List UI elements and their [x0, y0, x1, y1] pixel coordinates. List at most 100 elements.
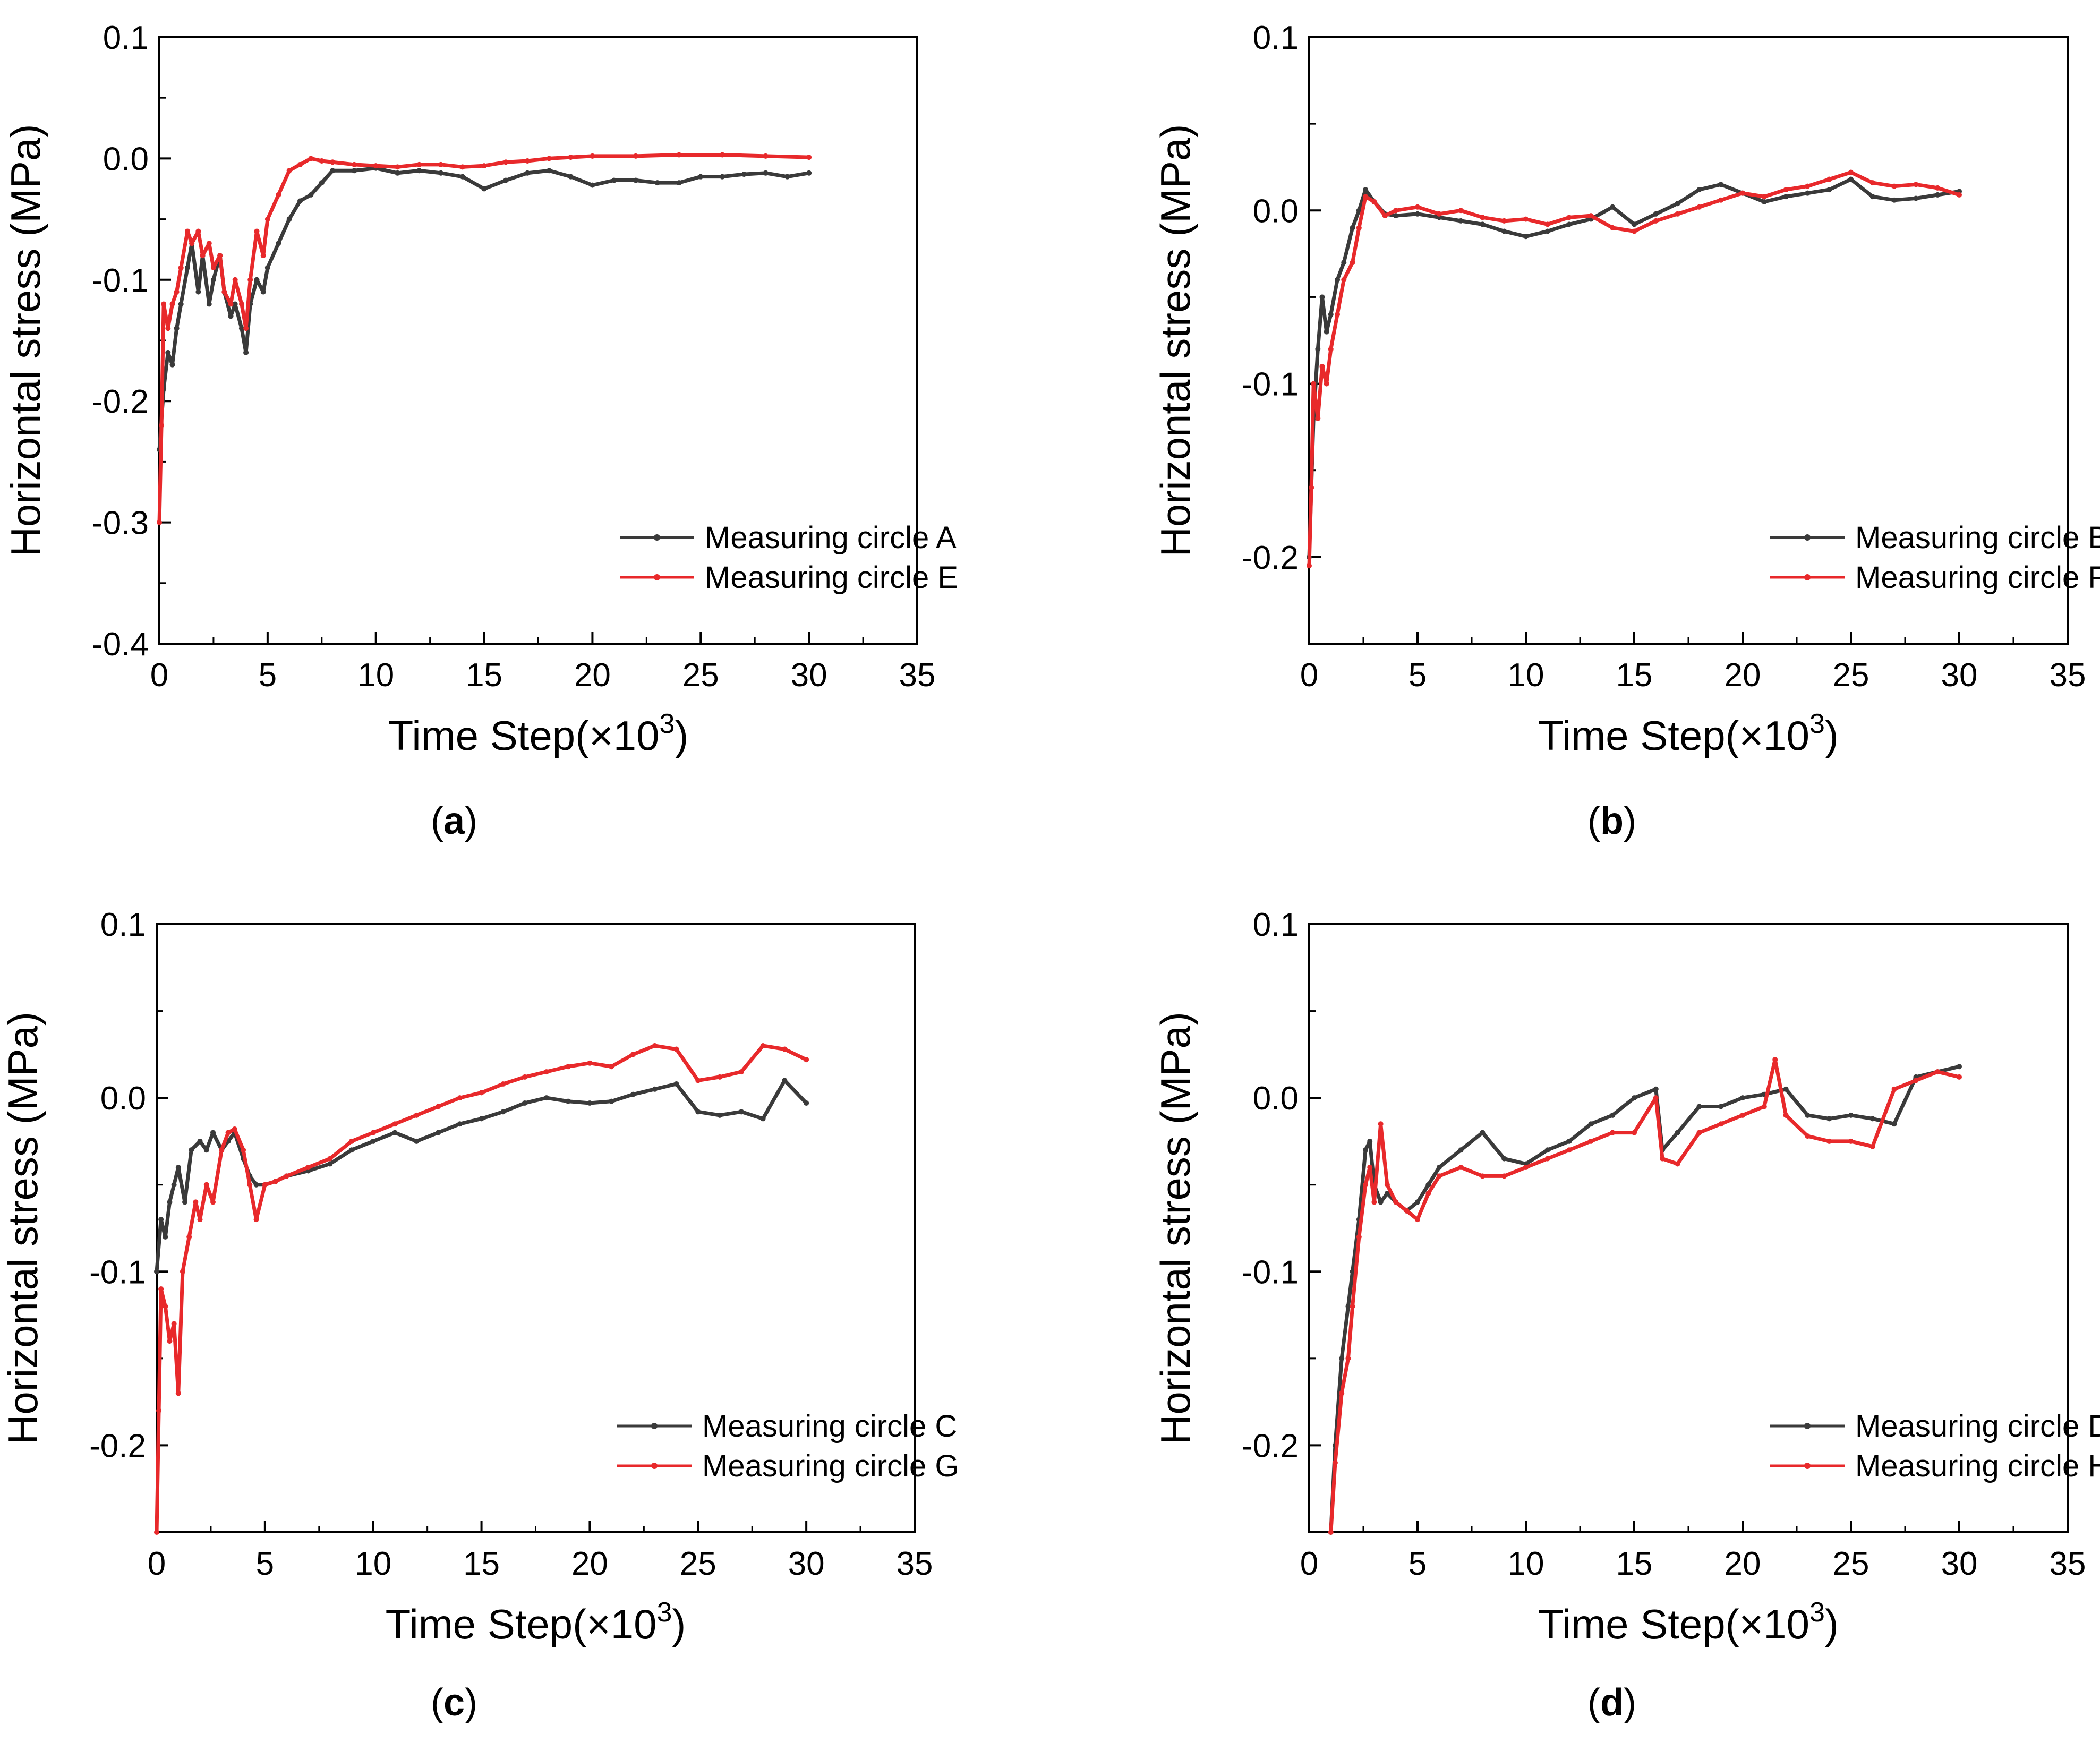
x-tick-label: 20: [1725, 657, 1761, 694]
data-point: [1869, 1143, 1875, 1149]
data-point: [348, 1147, 354, 1153]
data-point: [395, 170, 400, 176]
x-tick-label: 35: [2050, 1545, 2086, 1582]
x-tick-label: 20: [571, 1545, 608, 1582]
data-point: [479, 1116, 484, 1122]
data-point: [264, 264, 270, 270]
data-point: [1957, 192, 1962, 198]
data-point: [609, 1098, 614, 1104]
data-point: [276, 241, 281, 246]
data-point: [1826, 176, 1832, 182]
legend-marker: [1804, 1463, 1811, 1469]
data-point: [182, 1199, 188, 1205]
data-point: [1523, 234, 1529, 240]
data-point: [1761, 199, 1767, 204]
data-point: [633, 177, 638, 183]
data-point: [459, 164, 465, 170]
data-point: [1341, 277, 1347, 283]
x-tick-label: 35: [899, 657, 936, 694]
data-point: [330, 168, 336, 174]
data-point: [1523, 1165, 1529, 1170]
data-point: [1339, 1355, 1345, 1361]
data-point: [1363, 1147, 1369, 1153]
data-point: [319, 158, 325, 164]
data-point: [1653, 218, 1659, 224]
data-point: [1957, 1064, 1962, 1070]
data-point: [392, 1121, 398, 1127]
data-point: [414, 1112, 420, 1118]
y-tick-label: 0.1: [103, 20, 149, 56]
data-point: [232, 1126, 237, 1132]
data-point: [1393, 208, 1399, 214]
legend-marker: [1804, 1423, 1811, 1429]
data-point: [1913, 182, 1919, 187]
data-point: [568, 155, 574, 160]
data-point: [1675, 201, 1680, 207]
legend-marker: [1804, 574, 1811, 580]
data-point: [1501, 228, 1507, 234]
data-point: [1891, 1121, 1897, 1127]
y-tick-label: -0.1: [92, 262, 149, 299]
data-point: [1350, 225, 1355, 230]
data-point: [738, 1069, 744, 1075]
data-point: [276, 192, 281, 198]
data-point: [247, 1182, 253, 1188]
data-point: [1382, 213, 1388, 219]
data-point: [203, 1147, 209, 1153]
data-point: [568, 174, 574, 180]
x-tick-label: 25: [680, 1545, 716, 1582]
data-point: [587, 1100, 593, 1106]
data-point: [206, 301, 212, 307]
data-point: [189, 1147, 194, 1153]
data-point: [171, 1321, 177, 1327]
data-point: [284, 1173, 289, 1179]
data-point: [1404, 1208, 1410, 1214]
data-point: [330, 159, 336, 165]
data-point: [370, 1138, 376, 1144]
legend-marker: [654, 534, 660, 541]
data-point: [351, 168, 357, 174]
data-point: [1848, 169, 1854, 175]
data-point: [174, 289, 180, 295]
data-point: [609, 1064, 614, 1070]
x-axis-title: Time Step(×103): [1538, 708, 1839, 759]
data-point: [185, 228, 191, 234]
x-tick-label: 25: [1833, 1545, 1869, 1582]
data-point: [1675, 1130, 1680, 1135]
data-point: [1826, 1116, 1832, 1122]
data-point: [1869, 194, 1875, 200]
chart-panel-d: 0 5 10 15 20 25 30 35 -0.2 -0.1 0.0 0.1 Time Step(×1…: [1152, 907, 2100, 1724]
y-tick-label: 0.1: [100, 907, 146, 943]
data-point: [1653, 1086, 1659, 1092]
series-line-1: [155, 1078, 808, 1274]
data-point: [370, 1130, 376, 1135]
data-point: [238, 326, 244, 331]
data-point: [1328, 1530, 1334, 1535]
x-tick-label: 30: [1941, 1545, 1978, 1582]
data-point: [1415, 1217, 1420, 1223]
data-point: [587, 1060, 593, 1066]
data-point: [1718, 1104, 1724, 1109]
data-point: [189, 241, 195, 246]
data-point: [590, 153, 595, 159]
data-point: [1307, 563, 1312, 569]
data-point: [479, 1090, 484, 1096]
data-point: [652, 1043, 658, 1048]
data-point: [1740, 190, 1745, 196]
x-tick-label: 15: [466, 657, 502, 694]
x-tick-label: 30: [1941, 657, 1978, 694]
data-point: [1345, 1303, 1351, 1309]
data-point: [157, 519, 162, 525]
data-point: [1384, 1191, 1390, 1197]
y-tick-label: -0.3: [92, 505, 149, 542]
x-tick-label: 30: [791, 657, 827, 694]
data-point: [210, 1130, 216, 1135]
data-point: [308, 192, 314, 198]
data-point: [543, 1069, 549, 1075]
data-point: [500, 1081, 506, 1087]
data-point: [481, 163, 487, 169]
x-tick-label: 10: [357, 657, 394, 694]
data-point: [457, 1121, 463, 1127]
x-tick-label: 20: [1725, 1545, 1761, 1582]
data-point: [297, 161, 303, 167]
